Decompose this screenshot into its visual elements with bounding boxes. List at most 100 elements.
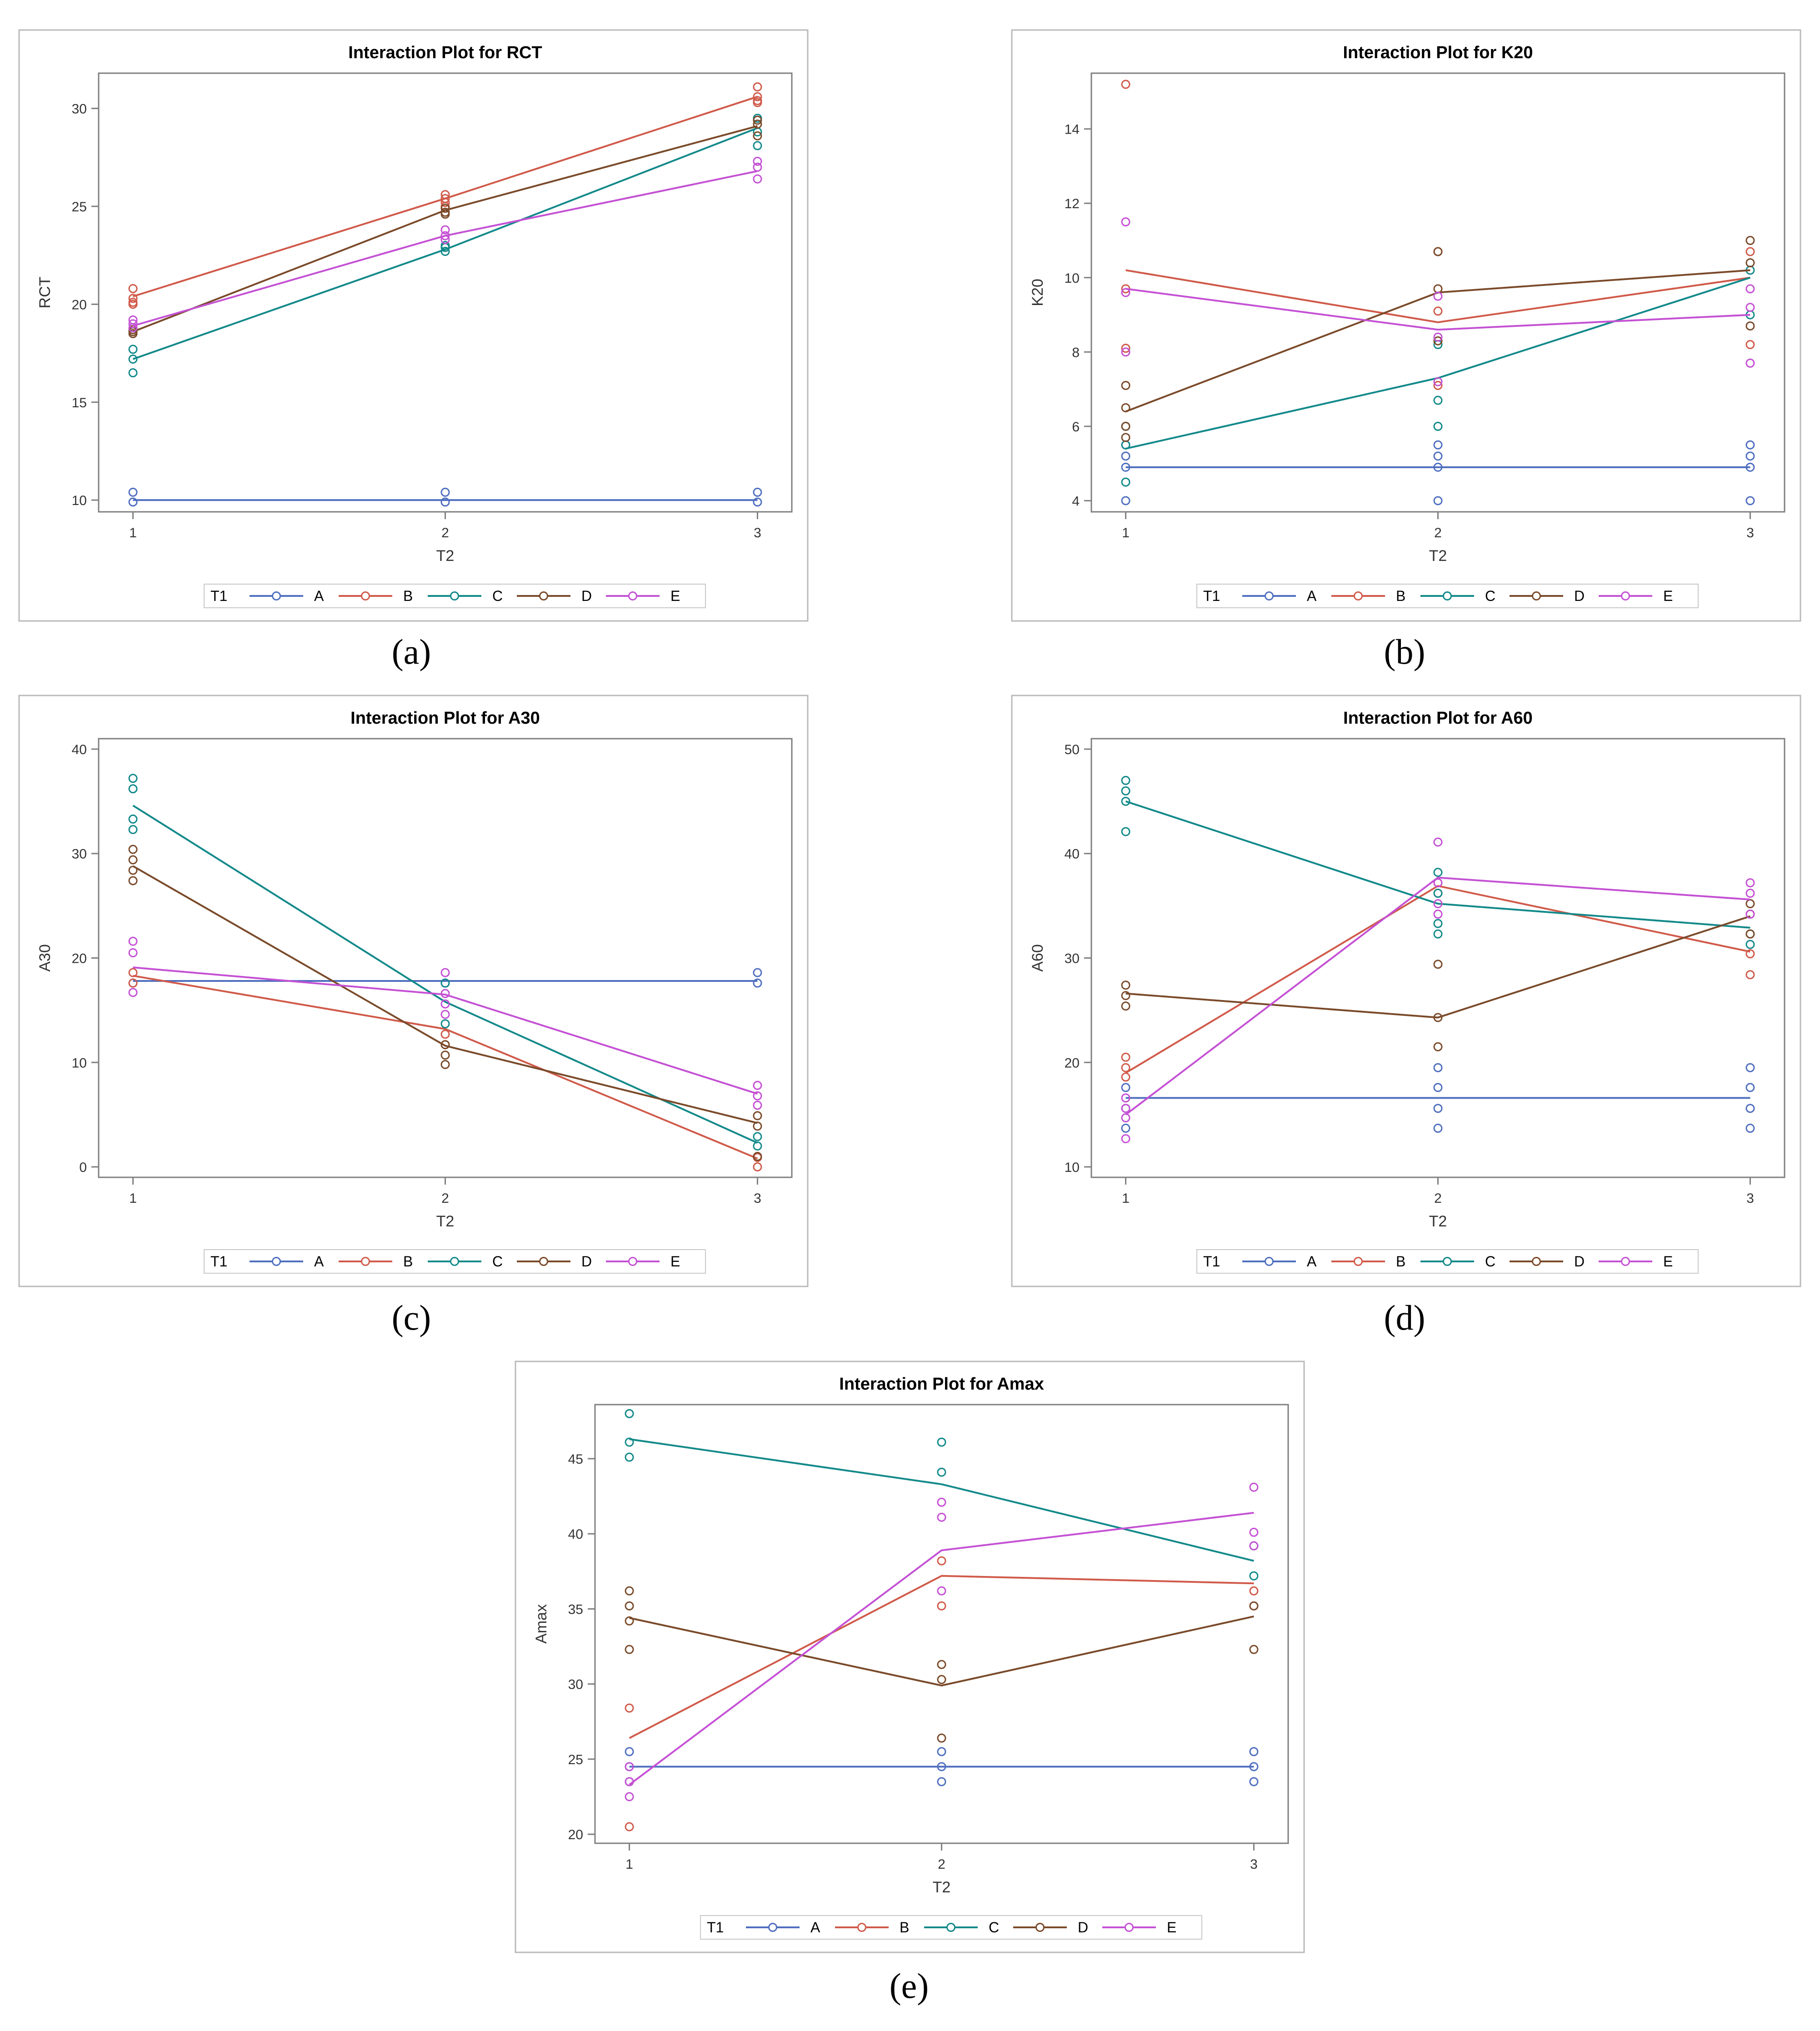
data-point xyxy=(1121,775,1130,785)
y-tick-label: 0 xyxy=(79,1160,87,1175)
data-point xyxy=(128,319,138,329)
data-point xyxy=(128,948,138,958)
plot-title: Interaction Plot for Amax xyxy=(839,1375,1044,1394)
legend-swatch-marker xyxy=(1532,591,1541,600)
y-axis-label: A60 xyxy=(1029,944,1046,972)
series-line xyxy=(1125,288,1750,331)
y-tick-label: 35 xyxy=(568,1602,583,1617)
data-point xyxy=(128,487,138,497)
data-point xyxy=(1433,1013,1443,1022)
legend-entry-e: E xyxy=(1663,1253,1673,1270)
legend-entry-b: B xyxy=(1396,1253,1405,1270)
y-tick-label: 4 xyxy=(1072,494,1080,509)
plot-title: Interaction Plot for A60 xyxy=(1343,709,1533,728)
data-point xyxy=(1121,477,1130,487)
y-axis-label: RCT xyxy=(36,277,54,309)
data-point xyxy=(1433,1042,1443,1051)
series-e xyxy=(1121,217,1755,386)
y-tick-label: 10 xyxy=(1065,1160,1080,1175)
data-point xyxy=(625,1762,634,1771)
data-point xyxy=(1745,321,1755,331)
data-point xyxy=(1121,451,1130,461)
data-point xyxy=(1249,1645,1259,1654)
data-point xyxy=(440,225,450,235)
legend-entry-d: D xyxy=(1078,1919,1088,1936)
plot-title: Interaction Plot for A30 xyxy=(350,709,540,728)
data-point xyxy=(1433,462,1443,472)
legend-swatch-marker xyxy=(1621,1257,1630,1266)
data-point xyxy=(1121,496,1130,505)
x-tick-label: 1 xyxy=(1122,1191,1130,1206)
data-point xyxy=(440,989,450,998)
data-point xyxy=(440,247,450,256)
legend-swatch-marker xyxy=(1532,1257,1541,1266)
data-point xyxy=(753,1111,762,1121)
data-point xyxy=(440,978,450,988)
legend: T1 A B C D E xyxy=(700,1915,1202,1940)
y-tick-label: 20 xyxy=(1065,1056,1080,1071)
data-point xyxy=(625,1586,634,1596)
legend-entry-a: A xyxy=(314,1253,324,1270)
data-point xyxy=(1121,1072,1130,1082)
y-tick-label: 45 xyxy=(568,1452,583,1467)
data-point xyxy=(128,876,138,885)
panel-label: (a) xyxy=(392,632,431,671)
y-axis-label: K20 xyxy=(1029,279,1046,306)
data-point xyxy=(128,825,138,834)
legend-swatch-marker xyxy=(450,591,459,600)
data-point xyxy=(753,1132,762,1141)
data-point xyxy=(128,294,138,303)
x-tick-label: 3 xyxy=(1250,1857,1258,1872)
series-c xyxy=(128,774,762,1151)
legend-entry-b: B xyxy=(403,1253,413,1270)
legend-entry-c: C xyxy=(492,1253,503,1270)
data-point xyxy=(753,487,762,497)
series-b xyxy=(128,82,762,309)
data-point xyxy=(1249,1571,1259,1581)
x-tick-label: 2 xyxy=(441,1191,449,1206)
data-point xyxy=(1745,1083,1755,1092)
data-point xyxy=(1745,258,1755,268)
data-point xyxy=(1433,837,1443,847)
series-line xyxy=(1125,915,1751,1019)
legend-entry-d: D xyxy=(581,588,592,604)
data-point xyxy=(1433,336,1443,345)
series-line xyxy=(1125,800,1750,929)
y-tick-label: 8 xyxy=(1072,345,1080,360)
data-point xyxy=(1745,970,1755,980)
legend-title: T1 xyxy=(1203,588,1220,604)
data-point xyxy=(753,174,762,184)
series-d xyxy=(128,115,762,338)
data-point xyxy=(625,1616,634,1626)
data-point xyxy=(1433,910,1443,919)
data-point xyxy=(1249,1762,1259,1771)
data-point xyxy=(1433,1104,1443,1113)
legend-swatch-marker xyxy=(1621,591,1630,600)
series-e xyxy=(128,936,762,1110)
data-point xyxy=(1745,889,1755,898)
legend-swatch-marker xyxy=(768,1923,777,1932)
x-tick-label: 1 xyxy=(625,1857,633,1872)
legend-title: T1 xyxy=(707,1919,724,1936)
x-axis-label: T2 xyxy=(933,1879,951,1896)
data-point xyxy=(937,1467,946,1477)
data-point xyxy=(1433,306,1443,316)
y-tick-label: 14 xyxy=(1065,122,1080,137)
data-point xyxy=(128,300,138,309)
data-point xyxy=(1745,451,1755,461)
data-point xyxy=(1121,1113,1130,1123)
legend-entry-e: E xyxy=(1167,1919,1176,1936)
legend: T1 A B C D E xyxy=(204,1249,706,1274)
data-point xyxy=(440,1030,450,1039)
legend-title: T1 xyxy=(1203,1253,1220,1270)
legend-title: T1 xyxy=(210,1253,227,1270)
data-point xyxy=(1433,889,1443,898)
data-point xyxy=(625,1792,634,1801)
y-tick-label: 20 xyxy=(568,1827,583,1842)
series-line xyxy=(132,805,758,1144)
data-point xyxy=(1249,1601,1259,1611)
panel-label: (b) xyxy=(1384,632,1425,671)
x-tick-label: 2 xyxy=(441,525,449,540)
data-point xyxy=(1121,1083,1130,1092)
